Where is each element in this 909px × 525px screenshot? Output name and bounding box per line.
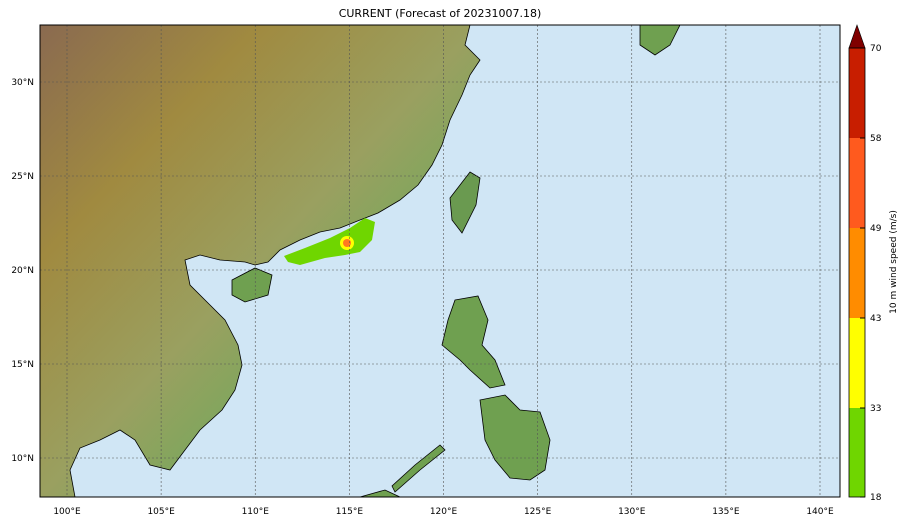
visayas-mindanao <box>479 394 551 481</box>
lat-tick-label: 25°N <box>11 172 34 182</box>
wind-orange-core <box>343 239 351 247</box>
kyushu <box>639 25 681 56</box>
gridlines <box>40 25 840 497</box>
colorbar-segment <box>849 138 865 228</box>
palawan <box>391 444 446 493</box>
lat-tick-label: 20°N <box>11 266 34 276</box>
map-frame <box>39 24 841 498</box>
luzon <box>441 295 506 389</box>
lon-tick-label: 130°E <box>618 507 646 517</box>
colorbar-frame <box>848 47 866 498</box>
lon-tick-label: 120°E <box>430 507 458 517</box>
lon-tick-label: 125°E <box>524 507 552 517</box>
mainland-asia <box>40 25 481 497</box>
colorbar-extend-arrow <box>848 24 866 49</box>
colorbar: 18 33 43 49 58 70 <box>848 24 882 503</box>
colorbar-label: 10 m wind speed (m/s) <box>889 210 899 314</box>
lat-tick-label: 30°N <box>11 78 34 88</box>
colorbar-tick-label: 43 <box>870 314 881 324</box>
lon-tick-label: 135°E <box>712 507 740 517</box>
colorbar-tick-label: 58 <box>870 134 882 144</box>
colorbar-tick-label: 70 <box>870 44 882 54</box>
lon-tick-label: 110°E <box>242 507 270 517</box>
colorbar-segment <box>849 228 865 318</box>
lon-tick-label: 100°E <box>53 507 81 517</box>
lon-tick-label: 105°E <box>147 507 175 517</box>
colorbar-tick-label: 49 <box>870 224 882 234</box>
lat-tick-label: 10°N <box>11 454 34 464</box>
taiwan <box>449 171 481 234</box>
borneo <box>359 489 401 497</box>
lon-tick-label: 115°E <box>336 507 364 517</box>
colorbar-segment <box>849 318 865 408</box>
colorbar-tick-label: 18 <box>870 493 882 503</box>
colorbar-tick-label: 33 <box>870 404 881 414</box>
colorbar-segment <box>849 408 865 497</box>
wind-speed-area <box>284 218 375 265</box>
map-title: CURRENT (Forecast of 20231007.18) <box>338 7 542 20</box>
lon-tick-label: 140°E <box>806 507 834 517</box>
colorbar-segment <box>849 48 865 138</box>
hainan <box>231 267 273 303</box>
lat-tick-label: 15°N <box>11 360 34 370</box>
